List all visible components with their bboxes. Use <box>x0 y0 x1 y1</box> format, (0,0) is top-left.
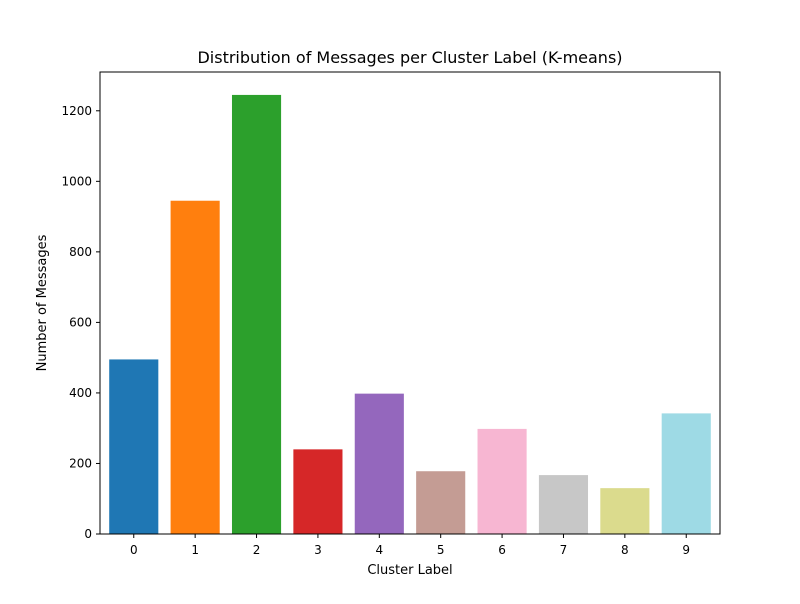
x-tick-label: 6 <box>498 543 506 557</box>
x-tick-label: 8 <box>621 543 629 557</box>
bars-layer <box>109 94 711 535</box>
x-tick-label: 5 <box>437 543 445 557</box>
bar-cluster-4 <box>354 393 404 534</box>
chart-title: Distribution of Messages per Cluster Lab… <box>197 48 622 67</box>
bar-cluster-2 <box>231 94 282 535</box>
bar-cluster-0 <box>109 359 159 534</box>
y-tick-label: 200 <box>69 456 92 470</box>
x-tick-label: 0 <box>130 543 138 557</box>
x-tick-label: 2 <box>253 543 261 557</box>
bar-cluster-7 <box>538 475 589 534</box>
bar-cluster-5 <box>416 471 466 534</box>
x-tick-label: 4 <box>375 543 383 557</box>
y-tick-label: 400 <box>69 386 92 400</box>
y-tick-label: 0 <box>84 527 92 541</box>
x-tick-label: 9 <box>682 543 690 557</box>
y-tick-label: 1000 <box>61 174 92 188</box>
bar-cluster-3 <box>293 449 343 534</box>
x-axis-label: Cluster Label <box>367 563 452 578</box>
y-tick-label: 600 <box>69 315 92 329</box>
y-tick-label: 1200 <box>61 104 92 118</box>
x-tick-label: 7 <box>560 543 568 557</box>
bar-cluster-1 <box>170 200 220 535</box>
plot-frame <box>99 71 721 535</box>
x-axis: 0 1 2 3 4 5 6 7 8 9 <box>130 534 690 557</box>
y-axis: 0 200 400 600 800 1000 1200 <box>61 104 100 541</box>
y-axis-label: Number of Messages <box>35 234 50 371</box>
bar-cluster-8 <box>600 488 650 534</box>
bar-cluster-9 <box>661 413 711 534</box>
y-tick-label: 800 <box>69 245 92 259</box>
x-tick-label: 1 <box>191 543 199 557</box>
x-tick-label: 3 <box>314 543 322 557</box>
bar-cluster-6 <box>477 428 527 534</box>
